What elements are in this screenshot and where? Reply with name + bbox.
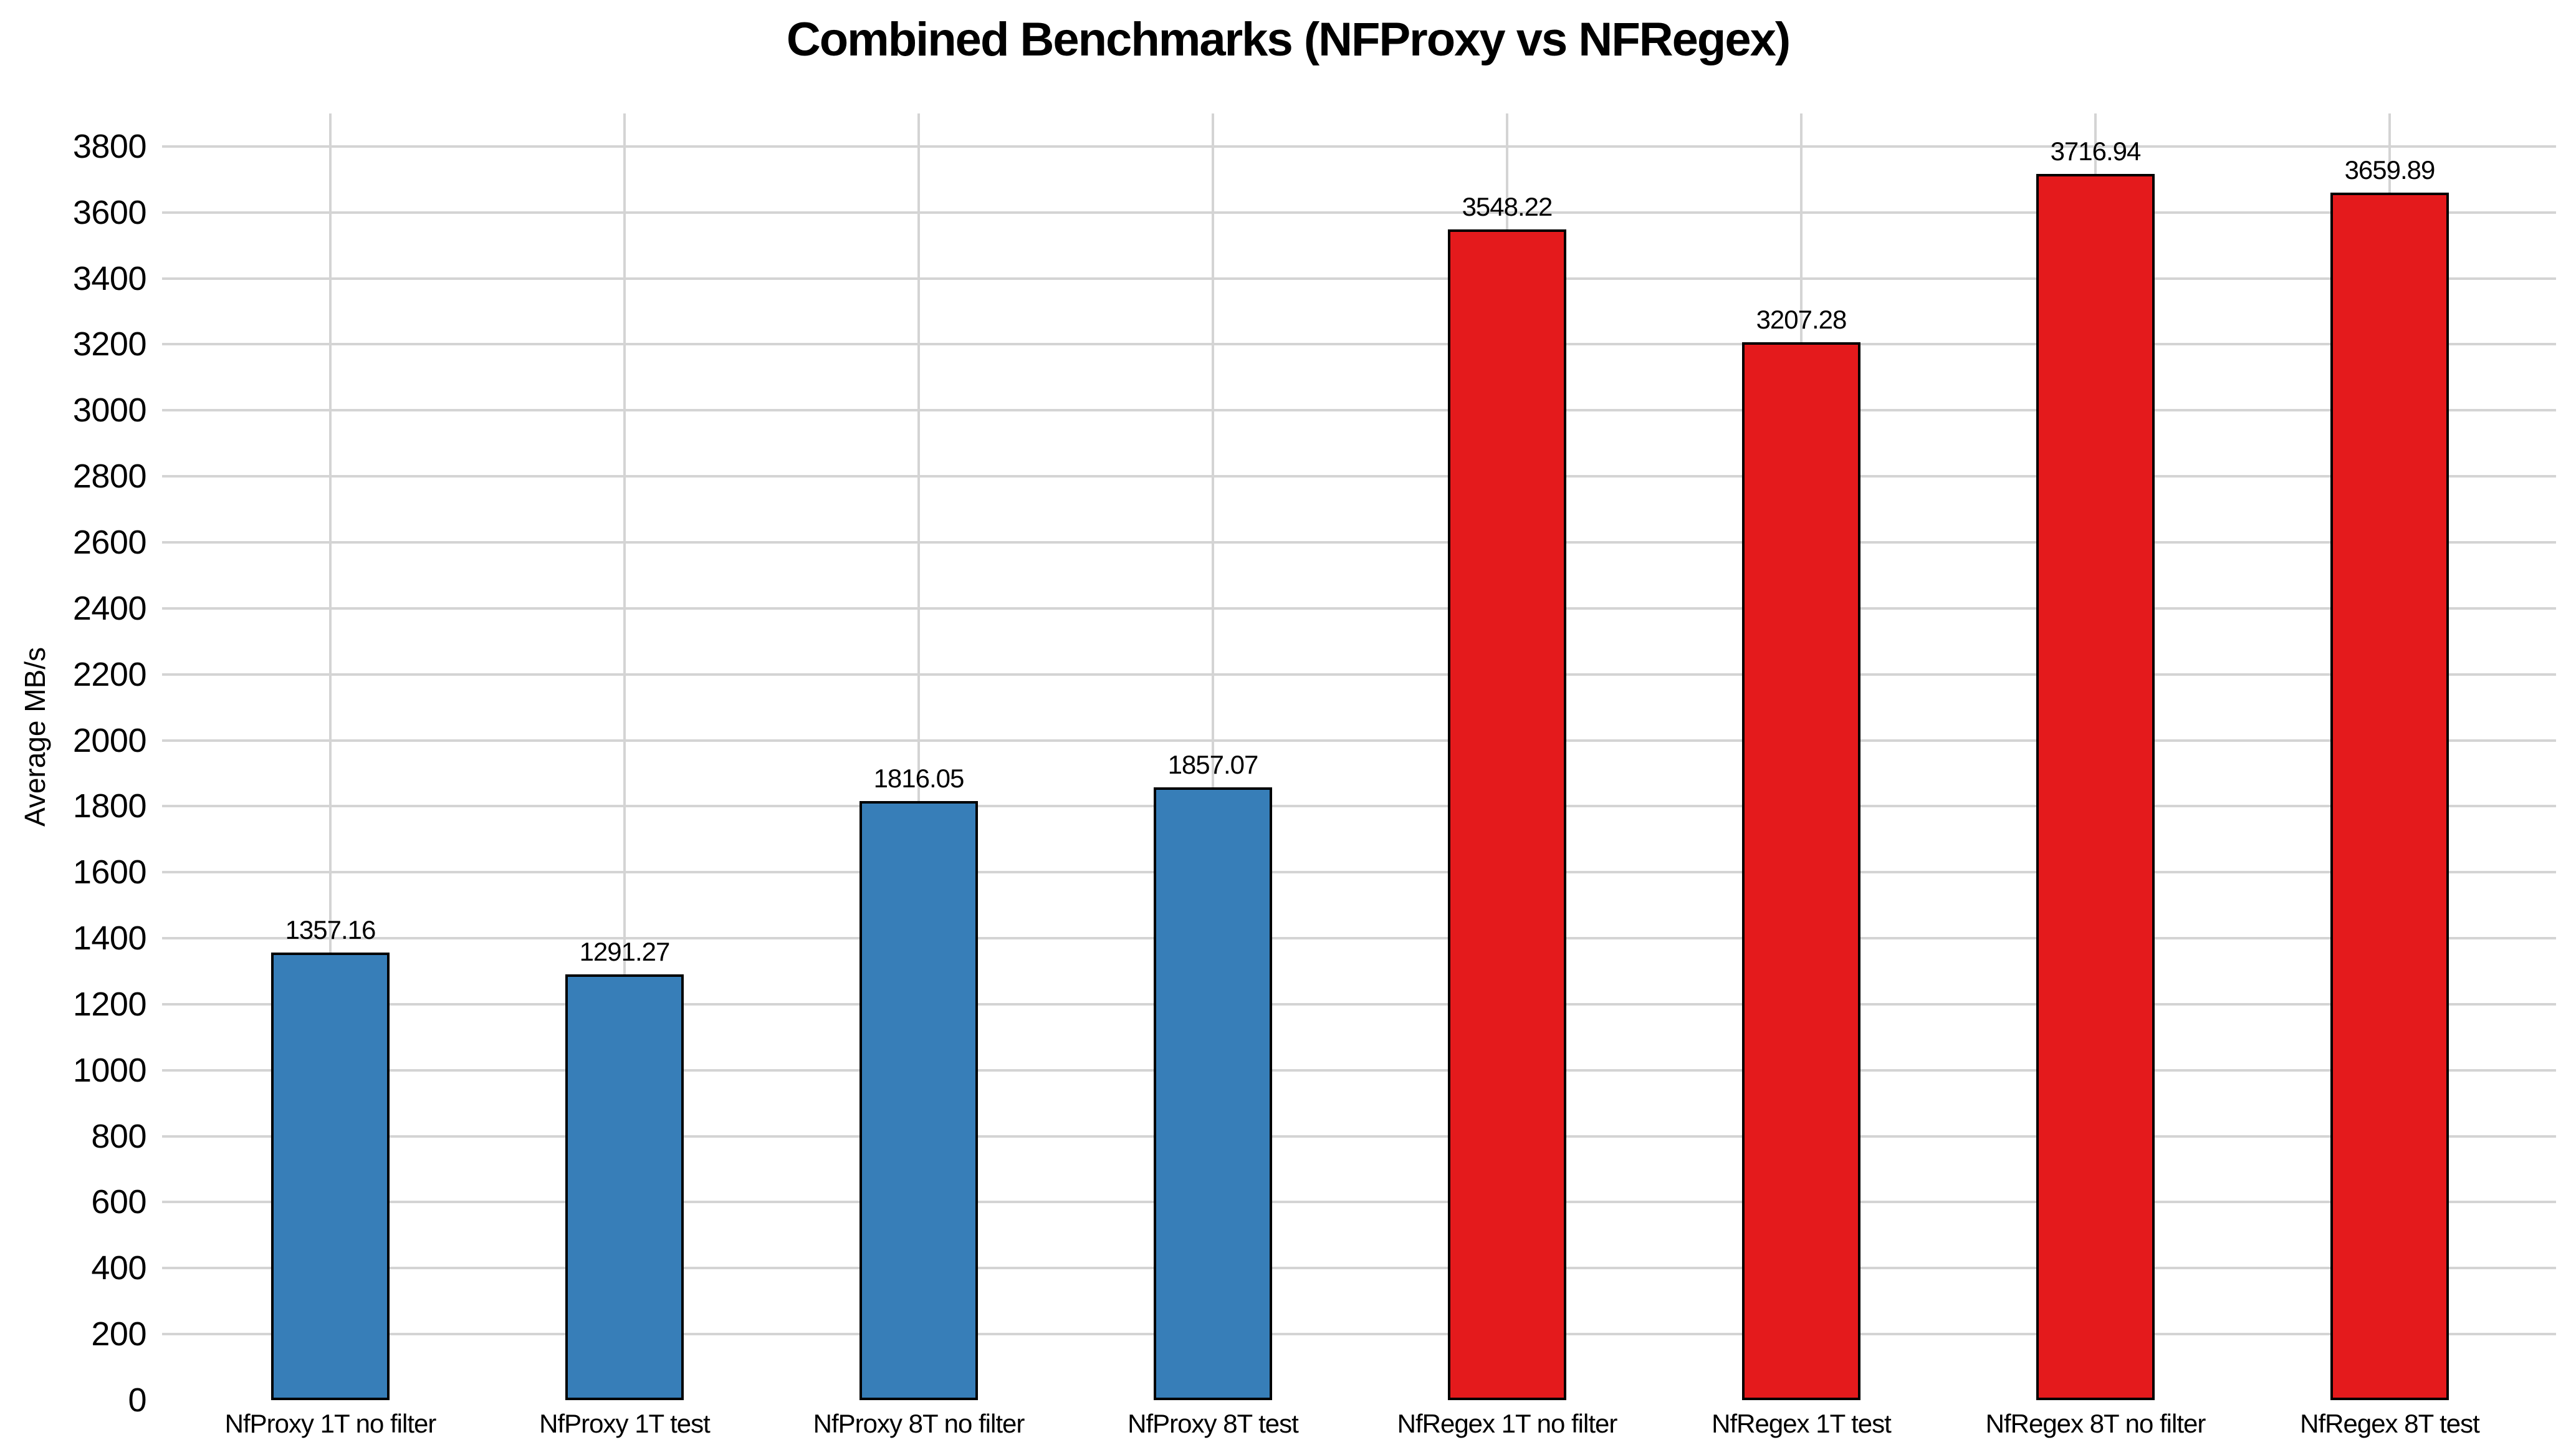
bar-value-label: 1291.27 [579, 936, 671, 966]
bar [1154, 787, 1272, 1400]
horizontal-gridline [162, 1068, 2556, 1072]
horizontal-gridline [162, 673, 2556, 676]
vertical-gridline [623, 113, 626, 1400]
x-tick-label: NfProxy 8T test [1128, 1409, 1299, 1438]
bar-value-label: 3548.22 [1462, 192, 1553, 222]
horizontal-gridline [162, 805, 2556, 808]
bar [859, 800, 978, 1400]
y-tick-label: 2800 [72, 458, 147, 496]
bar [565, 974, 684, 1400]
horizontal-gridline [162, 937, 2556, 940]
y-tick-label: 0 [128, 1381, 146, 1419]
bar-value-label: 3659.89 [2344, 155, 2436, 185]
y-tick-label: 1000 [72, 1051, 147, 1089]
y-tick-label: 3200 [72, 325, 147, 363]
horizontal-gridline [162, 211, 2556, 214]
y-tick-label: 2200 [72, 655, 147, 693]
horizontal-gridline [162, 607, 2556, 610]
horizontal-gridline [162, 1333, 2556, 1336]
x-tick-label: NfProxy 1T test [539, 1409, 711, 1438]
horizontal-gridline [162, 1267, 2556, 1270]
y-tick-label: 1800 [72, 787, 147, 825]
y-tick-label: 1400 [72, 920, 147, 958]
horizontal-gridline [162, 409, 2556, 412]
y-tick-label: 2600 [72, 524, 147, 561]
y-tick-label: 1200 [72, 985, 147, 1023]
horizontal-gridline [162, 541, 2556, 544]
horizontal-gridline [162, 1135, 2556, 1138]
horizontal-gridline [162, 343, 2556, 346]
y-tick-label: 800 [91, 1117, 146, 1155]
horizontal-gridline [162, 739, 2556, 742]
y-tick-label: 600 [91, 1183, 146, 1221]
bar [271, 952, 390, 1400]
bar-value-label: 1857.07 [1167, 750, 1259, 780]
horizontal-gridline [162, 1002, 2556, 1006]
y-tick-label: 2400 [72, 589, 147, 627]
vertical-gridline [1212, 113, 1214, 1400]
bar [1742, 342, 1860, 1400]
y-tick-label: 3400 [72, 259, 147, 297]
x-tick-label: NfProxy 1T no filter [224, 1409, 437, 1438]
y-tick-label: 2000 [72, 721, 147, 759]
horizontal-gridline [162, 871, 2556, 874]
y-tick-label: 1600 [72, 853, 147, 891]
bar-value-label: 1357.16 [285, 915, 376, 944]
x-tick-label: NfRegex 1T test [1712, 1409, 1892, 1438]
horizontal-gridline [162, 145, 2556, 148]
x-tick-label: NfProxy 8T no filter [813, 1409, 1025, 1438]
y-tick-label: 3600 [72, 193, 147, 231]
vertical-gridline [917, 113, 920, 1400]
vertical-gridline [329, 113, 332, 1400]
x-tick-label: NfRegex 8T no filter [1985, 1409, 2206, 1438]
bar-value-label: 1816.05 [873, 763, 965, 793]
horizontal-gridline [162, 1201, 2556, 1204]
y-tick-label: 200 [91, 1315, 146, 1353]
bar [1448, 229, 1566, 1400]
chart-title: Combined Benchmarks (NFProxy vs NFRegex) [786, 13, 1791, 66]
x-tick-label: NfRegex 1T no filter [1397, 1409, 1618, 1438]
x-tick-label: NfRegex 8T test [2300, 1409, 2480, 1438]
bar-value-label: 3716.94 [2050, 136, 2142, 166]
horizontal-gridline [162, 277, 2556, 280]
bar [2036, 173, 2155, 1400]
bar-value-label: 3207.28 [1756, 304, 1847, 334]
y-tick-label: 3000 [72, 391, 147, 430]
bar [2330, 193, 2449, 1400]
y-tick-label: 3800 [72, 127, 147, 165]
y-tick-label: 400 [91, 1249, 146, 1287]
horizontal-gridline [162, 475, 2556, 478]
